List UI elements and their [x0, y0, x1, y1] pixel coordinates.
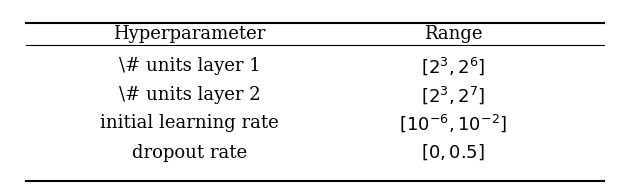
- Text: $[0, 0.5]$: $[0, 0.5]$: [421, 143, 485, 162]
- Text: $[10^{-6}, 10^{-2}]$: $[10^{-6}, 10^{-2}]$: [399, 112, 507, 134]
- Text: \# units layer 2: \# units layer 2: [118, 86, 260, 104]
- Text: dropout rate: dropout rate: [132, 144, 247, 162]
- Text: $[2^{3}, 2^{6}]$: $[2^{3}, 2^{6}]$: [421, 56, 485, 77]
- Text: \# units layer 1: \# units layer 1: [118, 57, 260, 76]
- Text: $[2^{3}, 2^{7}]$: $[2^{3}, 2^{7}]$: [421, 84, 485, 106]
- Text: Hyperparameter: Hyperparameter: [113, 25, 266, 43]
- Text: Range: Range: [424, 25, 482, 43]
- Text: initial learning rate: initial learning rate: [100, 114, 279, 132]
